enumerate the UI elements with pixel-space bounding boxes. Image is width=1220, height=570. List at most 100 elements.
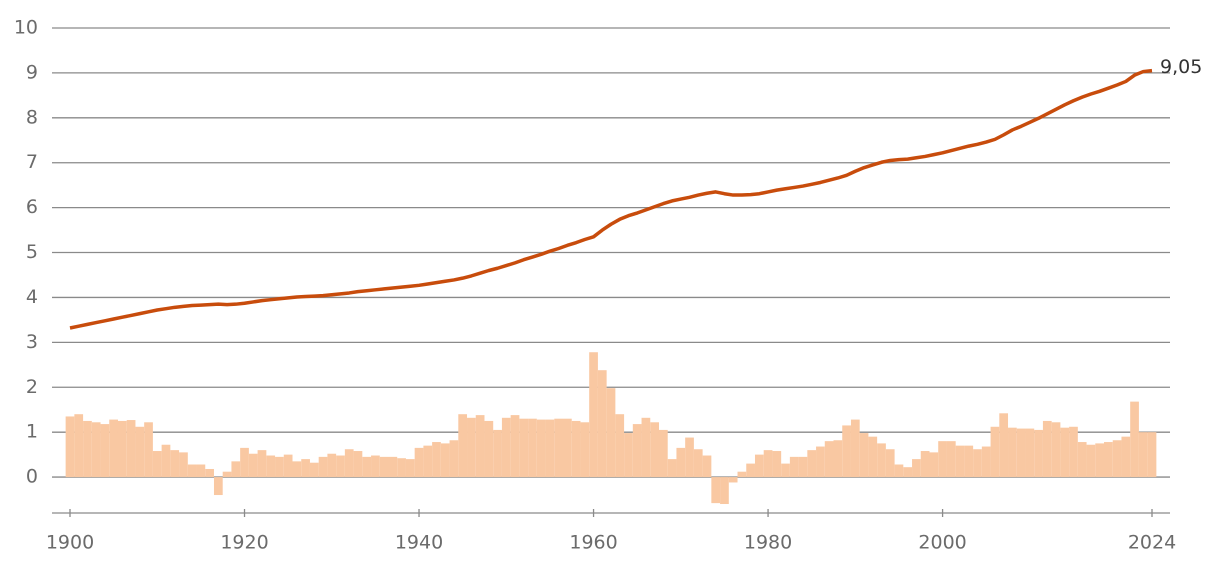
bar — [196, 464, 206, 478]
bar — [519, 418, 529, 478]
bar — [257, 450, 267, 478]
bar — [388, 456, 398, 478]
x-tick-label: 1920 — [220, 532, 268, 554]
bar — [955, 445, 965, 478]
bar — [91, 422, 101, 478]
bar — [702, 455, 712, 478]
bar — [83, 420, 92, 478]
bar — [789, 456, 799, 478]
y-tick-label: 5 — [26, 241, 38, 263]
bar — [946, 441, 956, 478]
y-tick-label: 0 — [26, 466, 38, 488]
y-tick-label: 7 — [26, 151, 38, 173]
bar — [781, 463, 790, 478]
bar — [798, 456, 808, 478]
bar — [685, 437, 694, 478]
bar — [283, 454, 293, 478]
bar — [510, 415, 520, 478]
bar — [824, 441, 834, 478]
bar — [423, 445, 433, 478]
bar — [632, 424, 642, 478]
bar — [624, 433, 633, 478]
bar — [1060, 427, 1070, 478]
bar — [728, 477, 738, 483]
bar — [501, 417, 511, 478]
bar — [318, 456, 328, 478]
bar — [414, 447, 424, 478]
bar — [1034, 429, 1043, 478]
bar — [763, 450, 773, 478]
bar — [379, 456, 389, 478]
bar — [405, 459, 415, 478]
bar — [563, 418, 572, 478]
bar — [615, 414, 625, 478]
bar — [772, 451, 782, 478]
bar — [981, 446, 991, 478]
bar — [1104, 442, 1113, 478]
bar — [1051, 422, 1061, 478]
bar — [126, 420, 136, 478]
bar — [606, 388, 616, 478]
bar — [1069, 426, 1078, 478]
bar — [1042, 420, 1052, 478]
bar — [170, 450, 180, 478]
bar — [144, 422, 153, 478]
bar — [432, 442, 441, 478]
bar — [240, 447, 249, 478]
y-tick-label: 6 — [26, 196, 38, 218]
x-tick-label: 2024 — [1128, 532, 1176, 554]
bar — [990, 426, 1000, 478]
bar — [179, 452, 188, 478]
bar — [693, 449, 703, 478]
bar — [545, 419, 555, 478]
bar — [65, 416, 75, 478]
bar — [868, 436, 878, 478]
bar — [117, 420, 127, 478]
bar — [1130, 401, 1139, 478]
y-tick-label: 8 — [26, 106, 38, 128]
value-label: 9,05 — [1160, 56, 1202, 78]
bar — [894, 464, 904, 478]
bar — [676, 447, 686, 478]
bar — [1077, 442, 1087, 478]
bar — [484, 420, 494, 478]
bar — [842, 425, 851, 478]
bar — [1008, 427, 1017, 478]
bar — [1095, 443, 1105, 478]
x-tick-label: 1900 — [46, 532, 94, 554]
x-tick-label: 1960 — [569, 532, 617, 554]
line — [69, 68, 1153, 330]
bar — [475, 415, 485, 478]
bar — [353, 451, 363, 478]
bar — [554, 418, 564, 478]
bar — [336, 455, 345, 478]
bar — [266, 455, 276, 478]
bar — [920, 451, 930, 478]
bar — [1147, 432, 1157, 478]
bar — [746, 463, 755, 478]
bar — [231, 461, 241, 478]
bar — [135, 426, 145, 478]
bar — [536, 419, 546, 478]
bar — [440, 443, 450, 478]
bar — [964, 445, 974, 478]
bar — [589, 352, 598, 478]
bar — [309, 462, 319, 478]
bar — [371, 455, 380, 478]
bar — [658, 429, 668, 478]
y-tick-label: 2 — [26, 376, 38, 398]
bar — [1138, 432, 1148, 478]
bar — [109, 419, 118, 478]
bar — [161, 444, 171, 478]
bar — [528, 418, 537, 478]
y-tick-label: 9 — [26, 61, 38, 83]
bar — [938, 441, 947, 478]
bar — [885, 449, 895, 478]
bar — [248, 453, 258, 478]
x-tick-label: 2000 — [918, 532, 966, 554]
bar — [301, 459, 310, 478]
bar — [292, 461, 302, 478]
bar — [999, 413, 1009, 478]
y-tick-label: 3 — [26, 331, 38, 353]
